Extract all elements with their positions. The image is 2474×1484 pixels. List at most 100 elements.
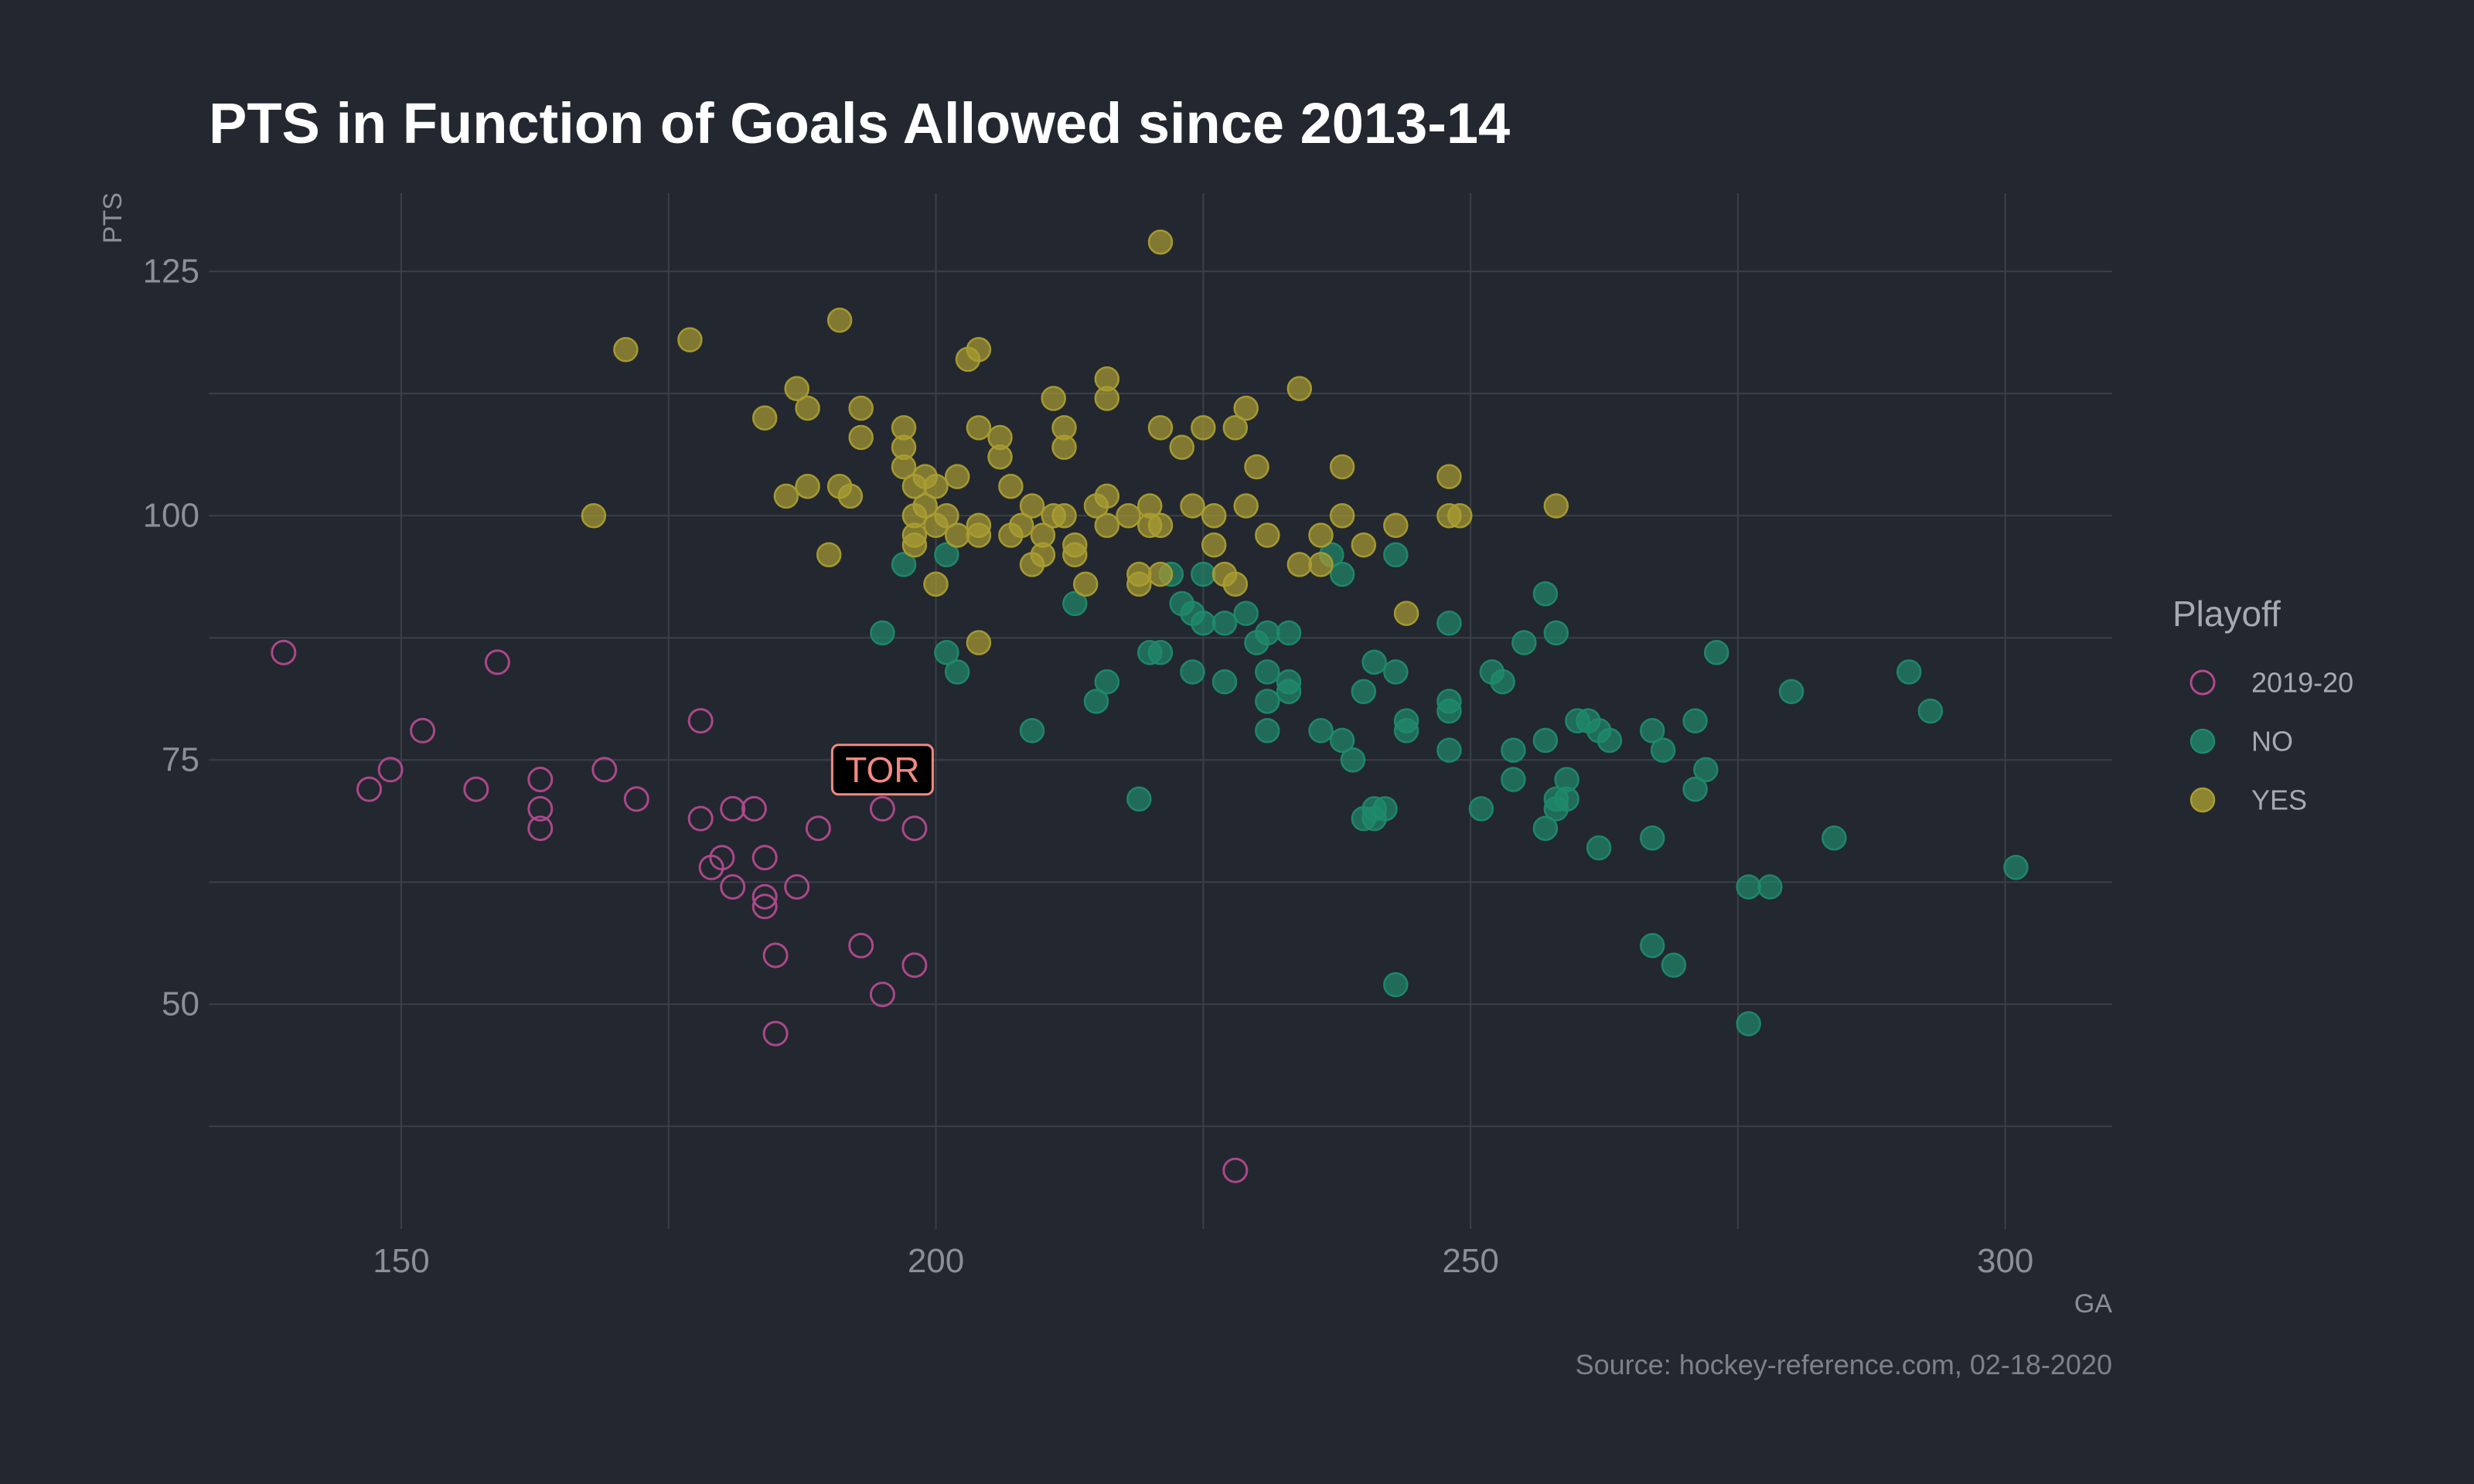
data-point-yes [966,415,992,441]
data-point-no [1736,1011,1761,1036]
data-point-yes [848,395,874,421]
y-tick-label: 100 [143,497,199,535]
legend-key-2019-20 [2189,669,2216,696]
data-point-yes [1201,532,1227,558]
data-point-yes [1308,552,1334,577]
data-point-yes [751,405,778,431]
data-point-2019-20 [709,845,735,871]
data-point-2019-20 [901,952,928,979]
data-point-no [891,552,917,577]
data-point-no [1147,639,1174,665]
data-point-2019-20 [751,893,778,920]
data-point-2019-20 [869,982,895,1008]
data-point-2019-20 [1222,1157,1249,1183]
data-point-no [1329,727,1355,754]
data-point-no [1383,659,1409,685]
data-point-no [1639,718,1665,744]
data-point-no [1094,669,1120,695]
data-point-no [1255,718,1280,744]
legend-title: Playoff [2172,594,2281,634]
data-point-yes [1286,552,1313,577]
data-point-no [1532,815,1559,841]
data-point-yes [944,464,970,489]
data-point-no [1693,757,1719,783]
data-point-yes [1147,512,1174,539]
data-point-yes [1222,571,1249,597]
data-point-2019-20 [848,932,874,958]
data-point-no [1682,708,1708,733]
data-point-no [1276,679,1302,704]
data-point-no [1778,679,1804,704]
data-point-yes [1126,571,1152,597]
data-point-2019-20 [762,942,789,968]
data-point-2019-20 [356,776,382,802]
data-point-yes [1051,434,1077,460]
legend-label: 2019-20 [2251,667,2353,699]
data-point-no [1661,952,1687,978]
y-tick-label: 50 [162,985,199,1023]
data-point-no [1682,776,1708,802]
data-point-no [1597,727,1623,754]
data-point-2019-20 [687,805,714,832]
data-point-no [1436,610,1462,636]
data-point-yes [677,327,703,352]
data-point-2019-20 [751,883,778,910]
data-point-no [1436,698,1462,724]
data-point-no [1393,718,1419,744]
chart-title: PTS in Function of Goals Allowed since 2… [209,91,1510,155]
data-point-no [1501,737,1526,763]
data-point-no [944,659,970,685]
data-point-2019-20 [527,815,554,842]
data-point-no [1554,786,1579,812]
data-point-no [1736,874,1761,900]
data-point-no [934,542,959,567]
data-point-yes [987,444,1013,470]
data-point-no [1211,669,1238,695]
data-point-2019-20 [527,767,554,792]
data-point-no [1532,581,1559,607]
data-point-no [1255,620,1280,646]
data-point-yes [784,376,809,402]
data-point-no [1639,825,1665,851]
data-point-yes [1351,532,1377,558]
data-point-no [1083,689,1109,714]
data-point-yes [1019,493,1045,519]
data-point-2019-20 [720,874,746,900]
data-point-no [1490,669,1515,695]
x-axis-ticks: 150 200 250 300 [373,1242,2033,1280]
y-tick-label: 75 [162,741,199,779]
data-point-yes [1447,502,1473,529]
x-axis-label: GA [2074,1289,2112,1319]
data-point-yes [848,424,874,451]
data-point-yes [1233,493,1259,519]
data-point-yes [581,502,607,529]
data-point-yes [1201,502,1227,529]
data-point-yes [1383,512,1409,539]
data-point-no [1586,835,1612,861]
data-point-2019-20 [784,874,810,900]
data-point-yes [1543,493,1569,519]
data-point-yes [1329,502,1355,529]
data-point-yes [1286,376,1313,402]
data-point-no [1211,610,1238,636]
data-point-yes [1222,415,1249,441]
data-point-yes [891,454,917,480]
x-tick-label: 150 [373,1242,429,1280]
data-point-no [1543,620,1569,646]
data-point-yes [1030,542,1056,567]
legend-label: NO [2251,726,2293,757]
data-point-yes [1062,542,1088,567]
data-point-yes [826,308,853,333]
x-tick-label: 250 [1442,1242,1498,1280]
data-point-no [1351,679,1377,704]
data-point-yes [1147,415,1174,441]
data-point-yes [1169,434,1194,460]
data-point-2019-20 [687,708,714,734]
data-point-yes [1244,454,1269,480]
data-point-no [1062,591,1088,617]
data-point-yes [1191,415,1216,441]
x-tick-label: 300 [1977,1242,2033,1280]
data-point-no [1191,561,1216,587]
data-point-no [1436,737,1462,763]
data-point-yes [816,542,842,567]
